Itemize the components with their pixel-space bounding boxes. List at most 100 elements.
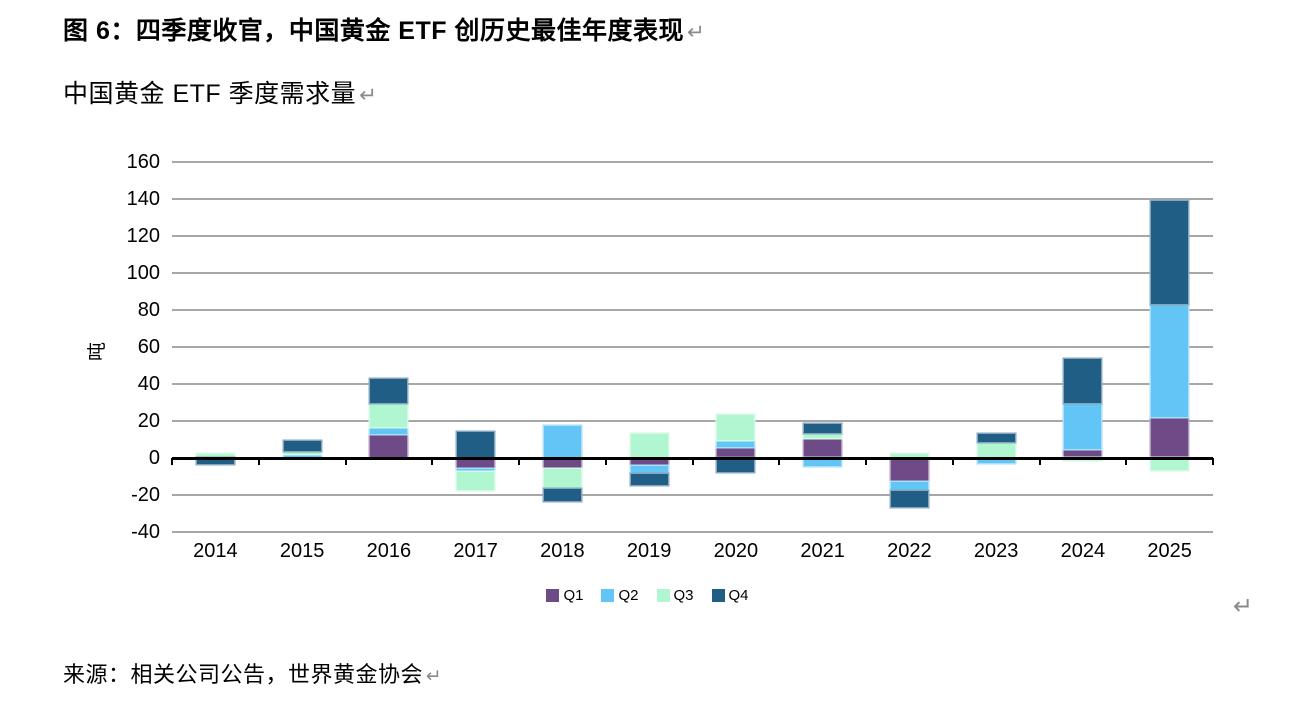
y-tick-label: 60: [137, 336, 160, 358]
axis-tick: [171, 458, 173, 465]
x-tick-label: 2024: [1060, 540, 1106, 562]
figure-title-text: 图 6：四季度收官，中国黄金 ETF 创历史最佳年度表现: [63, 17, 684, 45]
bar-2024-q4: [1064, 359, 1102, 404]
chart-subtitle: 中国黄金 ETF 季度需求量 ↵: [63, 74, 377, 110]
x-tick-label: 2021: [800, 540, 845, 562]
legend-item-q4: Q4: [711, 587, 749, 604]
axis-tick: [1125, 458, 1128, 465]
gridline: [172, 235, 1213, 237]
bar-2022-q3: [890, 454, 928, 458]
bar-2022-q2: [890, 482, 928, 492]
axis-tick: [431, 458, 434, 465]
bar-2021-q2: [804, 458, 842, 467]
gridline: [172, 198, 1213, 200]
y-axis-title: 吨: [87, 341, 109, 362]
axis-tick: [518, 458, 520, 465]
paragraph-mark-icon: ↵: [359, 83, 378, 107]
bar-2020-q1: [717, 446, 755, 458]
bar-2025-q3: [1151, 458, 1189, 471]
gridline: [172, 309, 1213, 311]
bar-2014-q3: [196, 454, 234, 458]
bar-2023-q4: [977, 433, 1015, 443]
paragraph-mark-icon: ↵: [1233, 593, 1254, 620]
y-tick-label: 40: [137, 373, 160, 395]
y-tick-label: 80: [137, 299, 160, 321]
bar-2018-q4: [543, 489, 581, 502]
legend-swatch-q4-icon: [711, 589, 725, 602]
bar-2024-q1: [1064, 448, 1102, 458]
x-tick-label: 2014: [193, 540, 238, 562]
bar-2023-q2: [977, 458, 1015, 463]
gridline: [172, 494, 1213, 496]
x-tick-label: 2017: [453, 540, 498, 562]
x-tick-label: 2019: [626, 540, 672, 562]
axis-tick: [865, 458, 867, 465]
bar-2025-q2: [1151, 304, 1189, 418]
y-tick-label: 100: [126, 262, 160, 284]
legend-swatch-q1-icon: [546, 589, 560, 602]
bar-2016-q3: [370, 403, 408, 427]
legend-swatch-q3-icon: [656, 589, 670, 602]
gridline: [172, 272, 1213, 274]
bar-2015-q2: [283, 454, 321, 458]
x-tick-label: 2022: [887, 540, 932, 562]
x-tick-label: 2020: [713, 540, 759, 562]
bar-2020-q2: [717, 440, 755, 447]
y-tick-label: 120: [126, 225, 160, 247]
gridline: [172, 531, 1213, 533]
y-tick-label: -40: [131, 521, 160, 543]
bar-2021-q3: [804, 433, 842, 438]
legend-label: Q1: [563, 587, 584, 604]
bar-2016-q1: [370, 433, 408, 458]
legend-swatch-q2-icon: [601, 589, 615, 602]
bar-2020-q4: [717, 458, 755, 472]
axis-tick: [691, 458, 694, 465]
y-tick-label: 0: [148, 447, 160, 469]
axis-tick: [1212, 458, 1214, 465]
bar-2022-q1: [890, 458, 928, 483]
bar-2019-q2: [630, 466, 668, 474]
bar-2018-q1: [543, 458, 581, 470]
bar-2025-q1: [1151, 417, 1189, 458]
x-tick-label: 2015: [279, 540, 325, 562]
chart-subtitle-text: 中国黄金 ETF 季度需求量: [63, 80, 357, 108]
bar-2017-q1: [457, 458, 495, 470]
bar-2021-q4: [804, 423, 842, 434]
legend-item-q2: Q2: [601, 587, 639, 604]
source-note: 来源：相关公司公告，世界黄金协会 ↵: [63, 657, 442, 689]
bar-2017-q3: [457, 471, 495, 491]
axis-tick: [1038, 458, 1041, 465]
bar-2024-q2: [1064, 403, 1102, 449]
bar-2015-q4: [283, 441, 321, 451]
axis-tick: [778, 458, 781, 465]
bar-2021-q1: [804, 437, 842, 458]
bar-2019-q4: [630, 473, 668, 485]
bar-2016-q4: [370, 379, 408, 404]
bar-2023-q3: [977, 442, 1015, 458]
gridline: [172, 383, 1213, 385]
bar-2022-q4: [890, 491, 928, 508]
gridline: [172, 161, 1213, 163]
x-tick-label: 2025: [1147, 540, 1192, 562]
legend-label: Q4: [728, 587, 749, 604]
legend-label: Q2: [618, 587, 639, 604]
paragraph-mark-icon: ↵: [686, 20, 706, 44]
bar-2017-q4: [457, 432, 495, 458]
gridline: [172, 420, 1213, 422]
figure-title: 图 6：四季度收官，中国黄金 ETF 创历史最佳年度表现 ↵: [63, 11, 705, 47]
bar-2016-q2: [370, 426, 408, 434]
axis-tick: [604, 458, 607, 465]
legend: Q1 Q2 Q3 Q4: [0, 587, 1295, 604]
legend-item-q3: Q3: [656, 587, 694, 604]
bar-2017-q2: [457, 469, 495, 472]
bar-2015-q3: [283, 450, 321, 455]
x-tick-label: 2018: [540, 540, 585, 562]
axis-tick: [257, 458, 260, 465]
x-tick-label: 2016: [366, 540, 412, 562]
bar-2025-q4: [1151, 200, 1189, 305]
bar-2020-q3: [717, 414, 755, 441]
bar-2019-q1: [630, 458, 668, 467]
bar-2018-q3: [543, 469, 581, 490]
bar-2018-q2: [543, 425, 581, 458]
